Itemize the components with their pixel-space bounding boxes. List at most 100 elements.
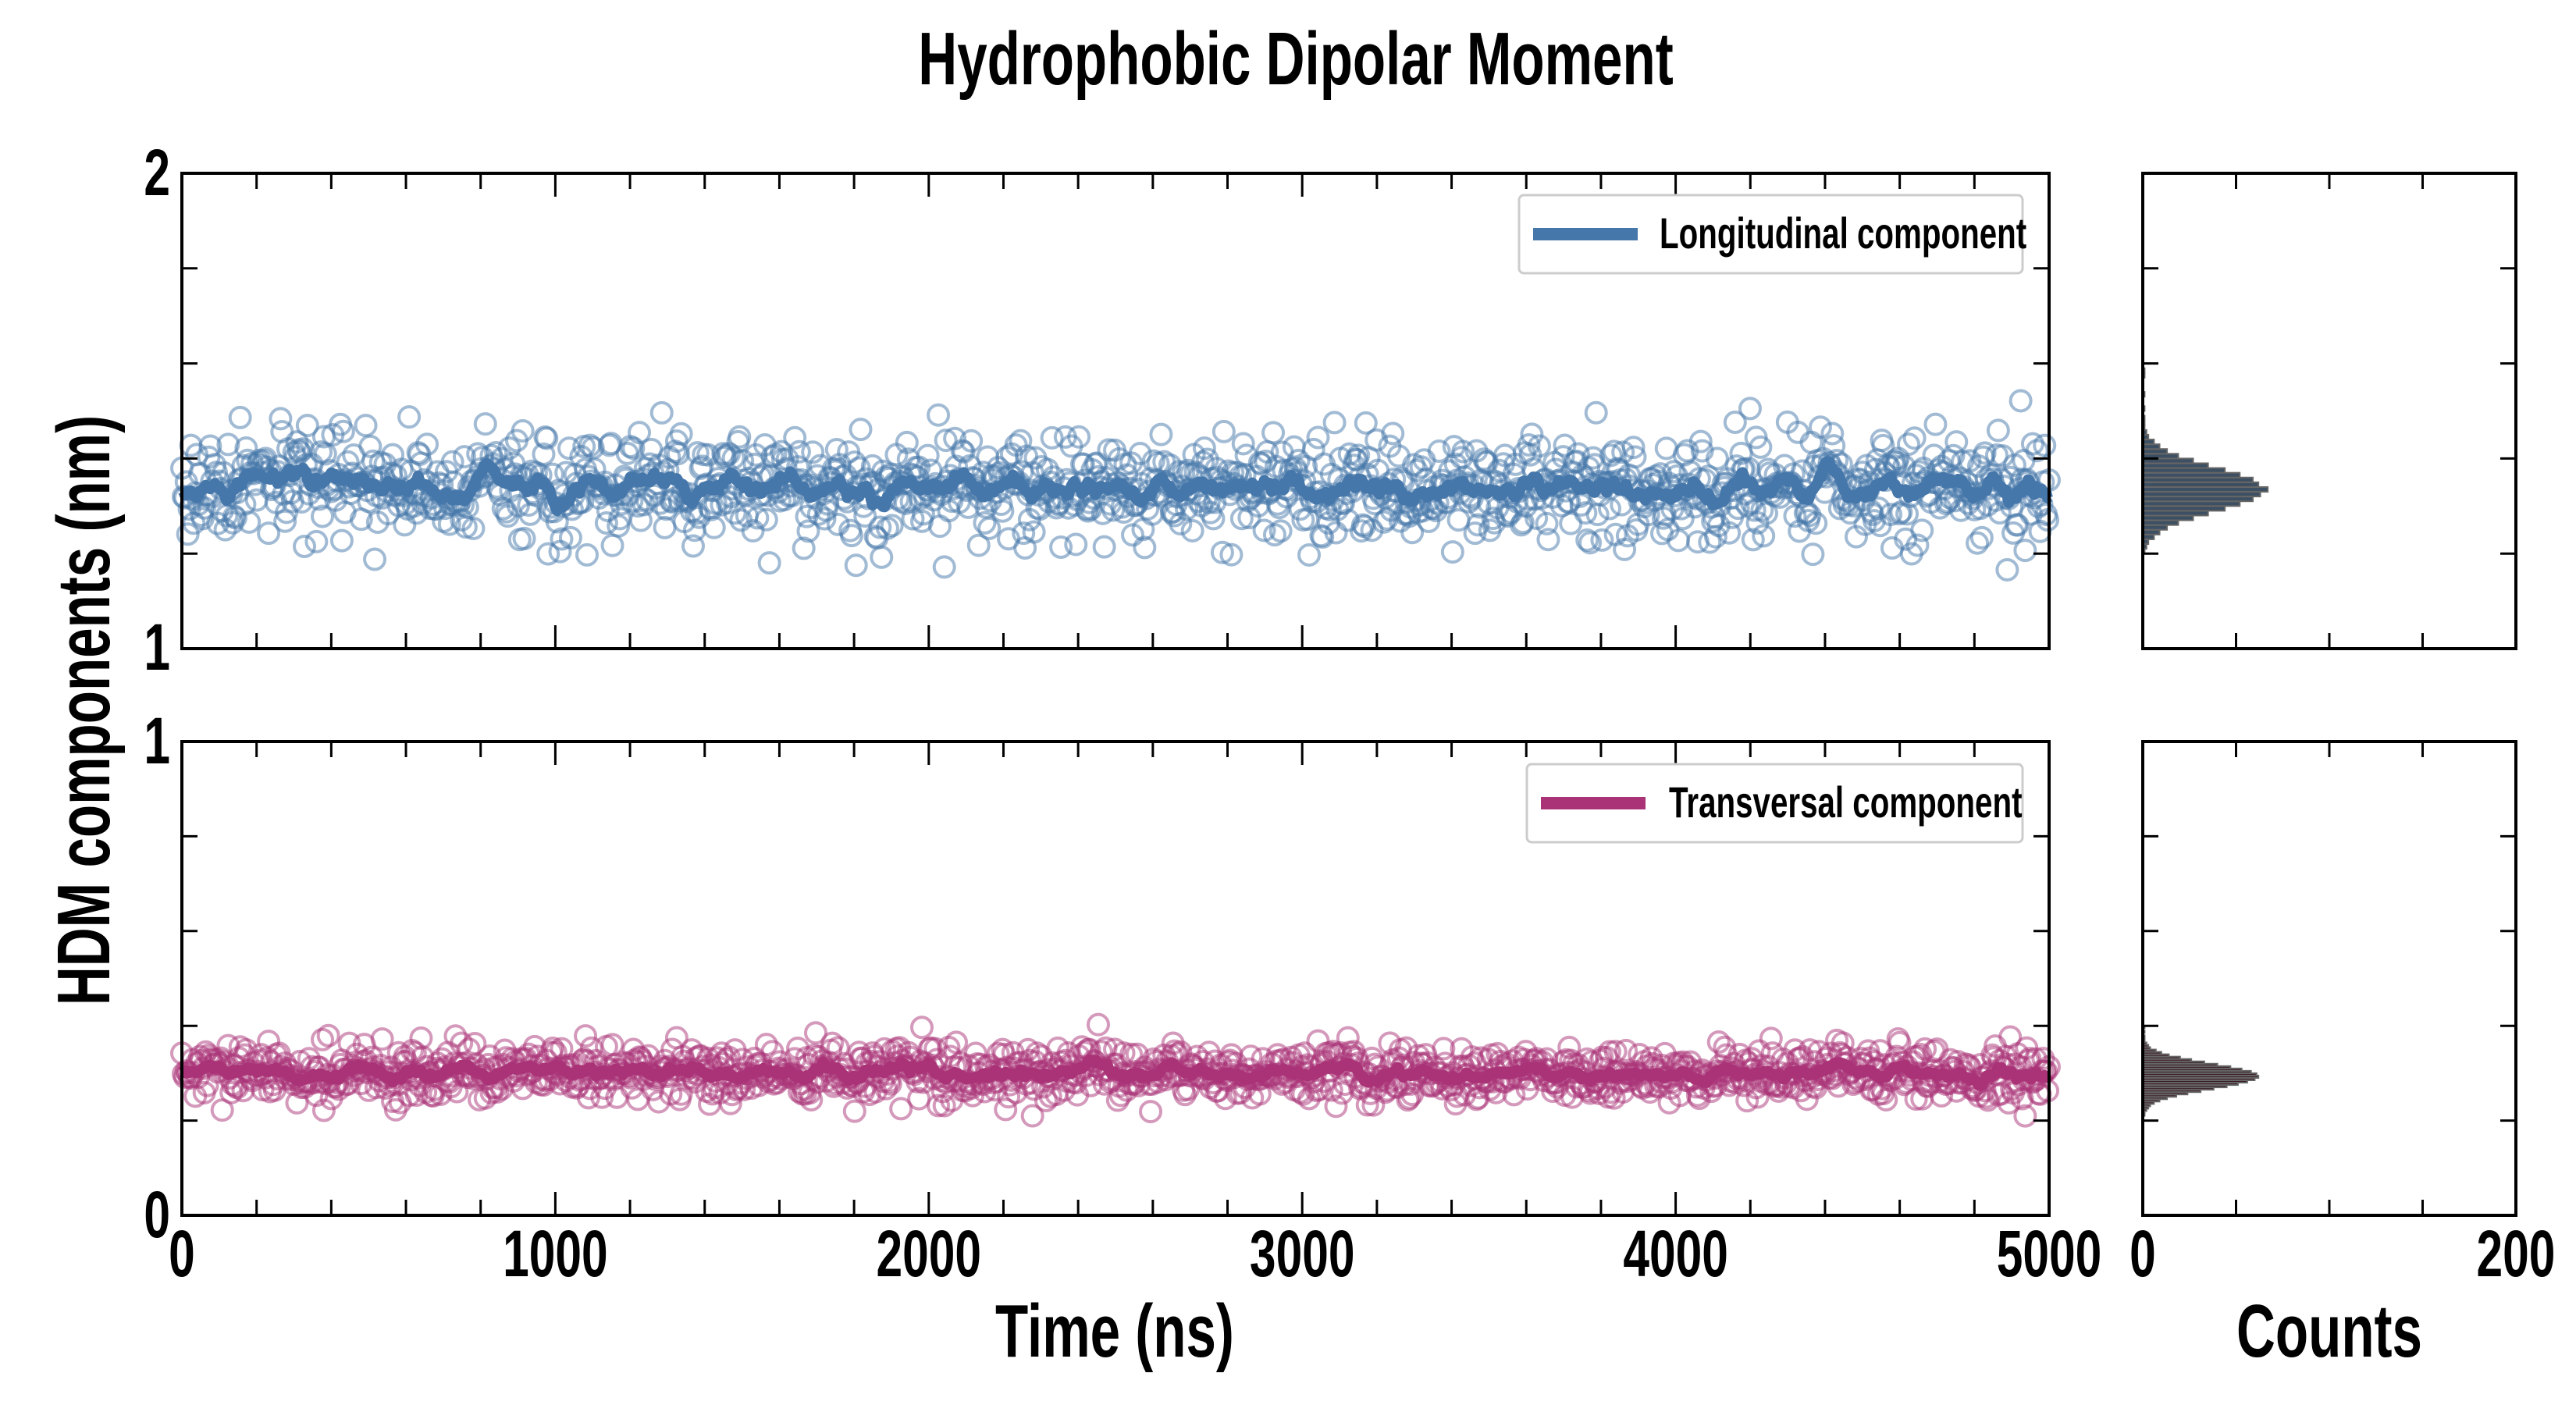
data-point xyxy=(532,442,556,466)
data-point xyxy=(1322,411,1347,435)
time-axes-top xyxy=(180,172,2051,650)
data-point xyxy=(1902,426,1927,450)
data-point xyxy=(269,407,293,431)
data-point xyxy=(1049,535,1073,559)
x-axis-label: Time (ns) xyxy=(995,1289,1234,1373)
data-point xyxy=(1324,521,1348,545)
data-point xyxy=(723,501,747,525)
data-point xyxy=(842,1099,866,1123)
data-point xyxy=(754,507,778,532)
data-point xyxy=(1599,443,1623,468)
data-point xyxy=(1022,520,1046,544)
data-point xyxy=(1482,510,1507,535)
data-point xyxy=(550,527,574,551)
data-point xyxy=(363,547,387,571)
data-point xyxy=(1169,512,1193,536)
data-point xyxy=(853,503,877,528)
data-point xyxy=(994,1097,1018,1122)
data-point xyxy=(2013,539,2037,563)
data-point xyxy=(1372,510,1396,534)
data-point xyxy=(216,432,240,457)
data-point xyxy=(839,524,863,548)
data-point xyxy=(1427,439,1451,463)
time-axes-top-frame xyxy=(180,172,2051,650)
data-point xyxy=(681,534,705,558)
data-point xyxy=(1986,418,2010,443)
data-point xyxy=(1527,434,1551,458)
data-point xyxy=(757,551,781,575)
data-point xyxy=(1905,533,1930,557)
data-point xyxy=(1535,511,1559,535)
data-point xyxy=(909,1016,934,1040)
data-point xyxy=(1361,1093,1386,1117)
data-point xyxy=(540,462,564,486)
data-point xyxy=(787,439,811,464)
data-point xyxy=(594,510,618,535)
data-point xyxy=(889,1097,913,1121)
data-point xyxy=(977,516,1002,540)
data-point xyxy=(1297,542,1322,567)
data-point xyxy=(311,1098,336,1122)
data-point xyxy=(1086,1012,1110,1037)
data-point xyxy=(966,533,991,557)
data-point xyxy=(628,421,652,445)
data-point xyxy=(1009,429,1033,453)
hist-axes-bottom xyxy=(2141,740,2517,1217)
data-point xyxy=(1966,531,1990,555)
time-series-panel-top xyxy=(170,389,2061,582)
data-point xyxy=(273,509,297,533)
data-point xyxy=(826,512,850,536)
time-axes-bottom-frame xyxy=(180,740,2051,1217)
data-point xyxy=(973,510,997,535)
data-point xyxy=(934,429,958,453)
data-point xyxy=(820,1031,845,1055)
data-point xyxy=(452,445,476,469)
data-point xyxy=(1705,446,1729,471)
data-point xyxy=(443,1024,468,1048)
data-point xyxy=(370,1027,394,1051)
data-point xyxy=(801,440,825,464)
running-mean-line xyxy=(177,456,2054,517)
ytick-label-top-1: 1 xyxy=(144,610,170,684)
data-point xyxy=(1868,1039,1892,1063)
data-point xyxy=(1574,501,1598,525)
data-point xyxy=(1268,519,1293,543)
data-point xyxy=(1510,510,1535,535)
time-axes-bottom xyxy=(180,740,2051,1217)
data-point xyxy=(2013,1104,2037,1128)
data-point xyxy=(1878,503,1902,527)
y-axis-label: HDM components (nm) xyxy=(41,415,126,1005)
data-point xyxy=(745,506,770,530)
data-point xyxy=(728,425,752,449)
data-point xyxy=(1149,422,1173,446)
data-point xyxy=(621,436,646,461)
x-tick-label: 0 xyxy=(169,1217,195,1290)
data-point xyxy=(2008,389,2033,413)
data-point xyxy=(415,432,439,457)
legend-label-longitudinal: Longitudinal component xyxy=(1660,210,2026,258)
data-point xyxy=(1623,445,1647,469)
data-point xyxy=(331,419,355,443)
data-point xyxy=(804,1021,828,1045)
data-point xyxy=(1969,525,1994,550)
data-point xyxy=(311,1027,335,1051)
data-point xyxy=(1517,433,1541,457)
data-point xyxy=(1286,448,1311,472)
data-point xyxy=(1440,540,1464,564)
data-point xyxy=(1801,542,1825,567)
data-point xyxy=(1210,540,1234,564)
data-point xyxy=(190,507,215,531)
data-point xyxy=(1759,1026,1783,1051)
data-point xyxy=(649,400,674,425)
data-point xyxy=(558,525,582,550)
data-point xyxy=(1808,415,1832,439)
data-point xyxy=(1703,525,1727,549)
hist-axes-top xyxy=(2141,172,2517,650)
data-point xyxy=(285,430,309,454)
ytick-label-top-2: 2 xyxy=(144,136,170,209)
data-point xyxy=(1067,425,1091,449)
data-point xyxy=(669,1082,693,1106)
data-point xyxy=(1502,1083,1526,1107)
data-point xyxy=(1432,1037,1456,1061)
